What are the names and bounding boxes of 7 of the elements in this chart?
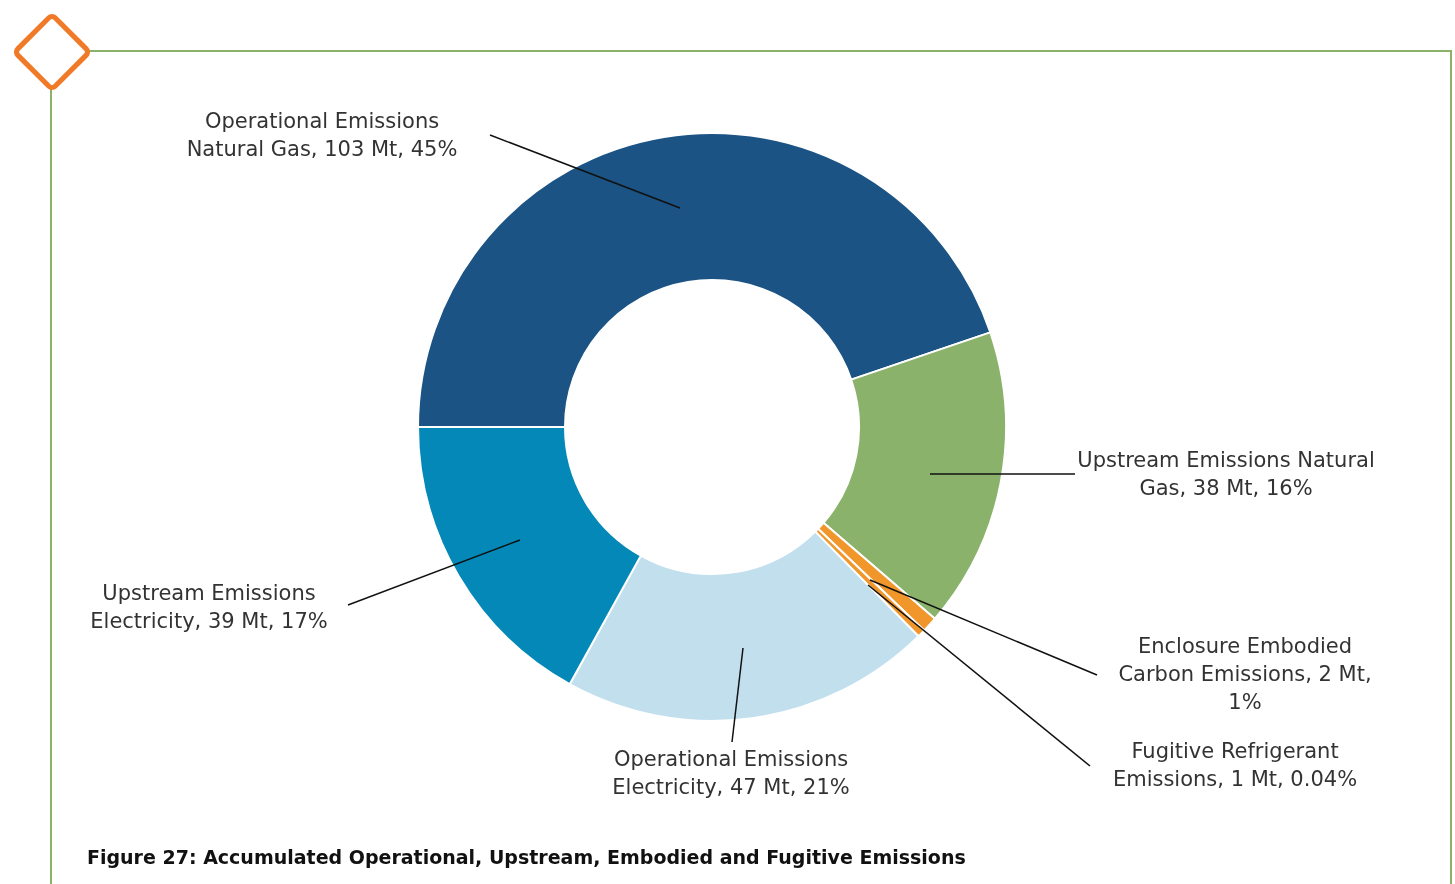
- slice-label: Upstream Emissions Natural Gas, 38 Mt, 16%: [1077, 448, 1375, 501]
- slice-label: Fugitive Refrigerant Emissions, 1 Mt, 0.04%: [1112, 739, 1358, 792]
- slice-label: Operational Emissions Natural Gas, 103 Mt, 45%: [186, 109, 458, 162]
- slice-label: Enclosure Embodied Carbon Emissions, 2 Mt, 1%: [1118, 634, 1372, 715]
- slice-label: Operational Emissions Electricity, 47 Mt, 21%: [612, 747, 850, 800]
- slice-label: Upstream Emissions Electricity, 39 Mt, 17%: [90, 581, 328, 634]
- text: Figure 27: Accumulated Operational, Upstream, Embodied and Fugitive Emissions: [87, 846, 966, 868]
